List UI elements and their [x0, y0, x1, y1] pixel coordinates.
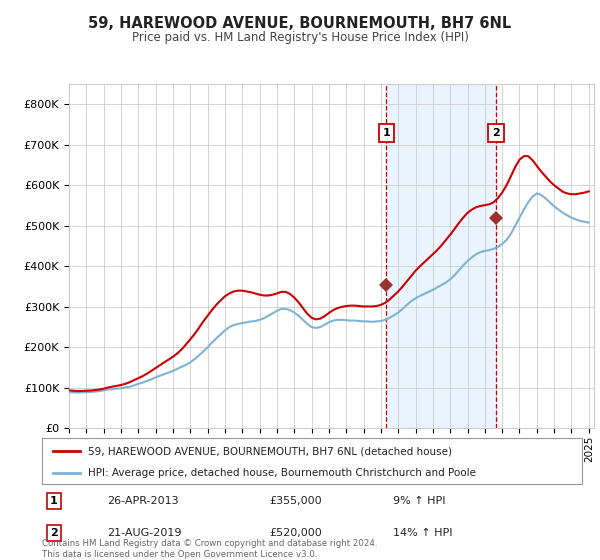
- Text: 9% ↑ HPI: 9% ↑ HPI: [393, 496, 445, 506]
- Text: 2: 2: [492, 128, 500, 138]
- Text: 59, HAREWOOD AVENUE, BOURNEMOUTH, BH7 6NL: 59, HAREWOOD AVENUE, BOURNEMOUTH, BH7 6N…: [88, 16, 512, 31]
- Bar: [386, 84, 496, 428]
- Text: 59, HAREWOOD AVENUE, BOURNEMOUTH, BH7 6NL (detached house): 59, HAREWOOD AVENUE, BOURNEMOUTH, BH7 6N…: [88, 446, 452, 456]
- Text: 2: 2: [50, 528, 58, 538]
- Text: Price paid vs. HM Land Registry's House Price Index (HPI): Price paid vs. HM Land Registry's House …: [131, 31, 469, 44]
- Text: 21-AUG-2019: 21-AUG-2019: [107, 528, 181, 538]
- Text: 26-APR-2013: 26-APR-2013: [107, 496, 178, 506]
- Text: 1: 1: [50, 496, 58, 506]
- Text: HPI: Average price, detached house, Bournemouth Christchurch and Poole: HPI: Average price, detached house, Bour…: [88, 468, 476, 478]
- Text: 14% ↑ HPI: 14% ↑ HPI: [393, 528, 452, 538]
- Text: £520,000: £520,000: [269, 528, 322, 538]
- Text: £355,000: £355,000: [269, 496, 322, 506]
- Text: 1: 1: [383, 128, 391, 138]
- Text: Contains HM Land Registry data © Crown copyright and database right 2024.
This d: Contains HM Land Registry data © Crown c…: [42, 539, 377, 559]
